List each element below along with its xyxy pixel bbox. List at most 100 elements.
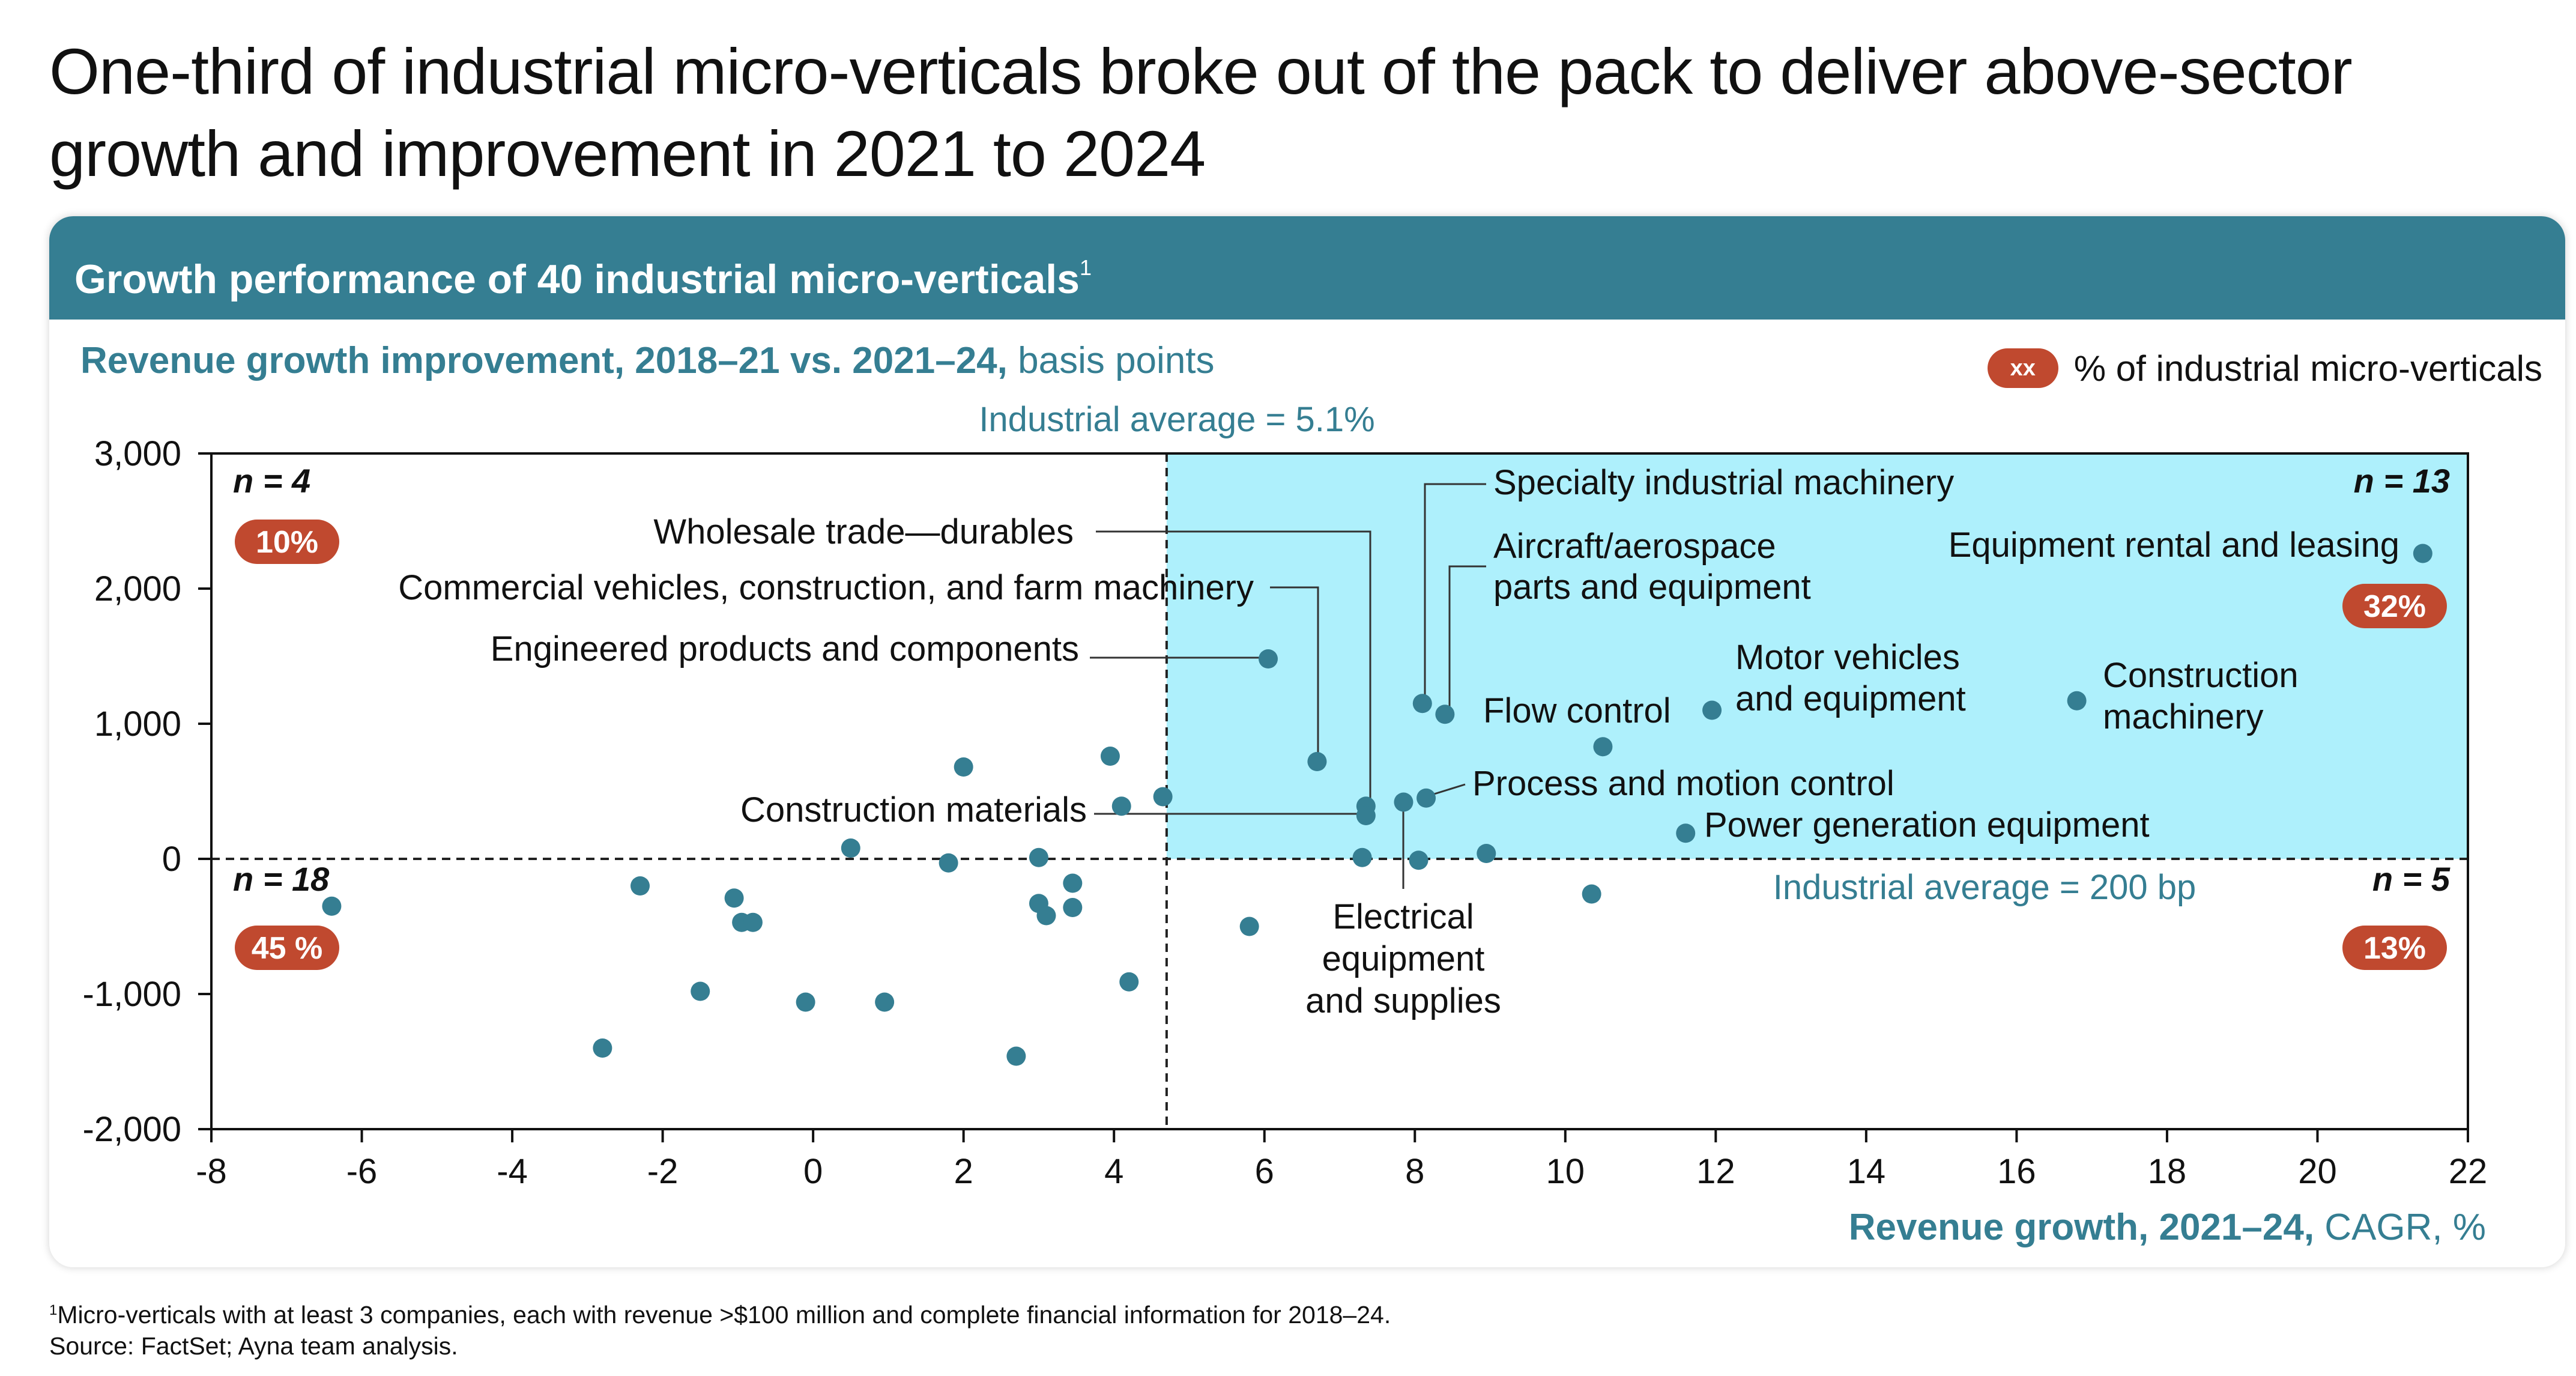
label-aircraft-line1: Aircraft/aerospace bbox=[1493, 527, 1776, 566]
quadrant-share-bottom-right: 13% bbox=[2363, 931, 2426, 966]
quadrant-share-badge-top-right bbox=[2342, 584, 2447, 628]
data-point bbox=[593, 1038, 612, 1058]
x-tick-label: 12 bbox=[1696, 1152, 1735, 1191]
x-tick-label: 16 bbox=[1997, 1152, 2036, 1191]
y-tick-label: 3,000 bbox=[94, 434, 181, 473]
label-commercial-vehicles: Commercial vehicles, construction, and f… bbox=[398, 568, 1254, 607]
data-point bbox=[322, 896, 342, 916]
data-point bbox=[875, 992, 895, 1012]
y-axis-title-unit: basis points bbox=[1007, 340, 1215, 381]
data-point bbox=[1352, 847, 1372, 867]
data-point bbox=[1006, 1046, 1026, 1066]
quadrant-n-top-left: n = 4 bbox=[233, 462, 310, 500]
data-point bbox=[796, 992, 815, 1012]
data-point bbox=[1593, 737, 1613, 757]
data-point bbox=[724, 888, 744, 908]
above-average-quadrant bbox=[1166, 453, 2468, 859]
data-point bbox=[1582, 884, 1601, 904]
x-tick-label: -8 bbox=[196, 1152, 227, 1191]
quadrant-share-badge-bottom-right bbox=[2342, 926, 2447, 970]
leader-line bbox=[1096, 530, 1371, 805]
quadrant-annotations: n = 4 10% n = 13 32% n = 18 45 % n = 5 13% bbox=[233, 462, 2451, 970]
data-point bbox=[1036, 906, 1056, 926]
legend: xx % of industrial micro-verticals bbox=[1987, 347, 2542, 389]
label-motor-vehicles-line1: Motor vehicles bbox=[1735, 638, 1960, 677]
quadrant-share-top-left: 10% bbox=[256, 525, 318, 560]
data-point bbox=[691, 981, 710, 1001]
data-point bbox=[939, 853, 958, 873]
quadrant-share-badge-bottom-left bbox=[235, 926, 339, 970]
leader-lines bbox=[1090, 483, 1486, 889]
data-point bbox=[1258, 649, 1278, 668]
label-wholesale: Wholesale trade—durables bbox=[653, 512, 1074, 551]
quadrant-n-bottom-left: n = 18 bbox=[233, 860, 330, 898]
card-title-text: Growth performance of 40 industrial micr… bbox=[74, 256, 1080, 302]
x-axis-title-unit: CAGR, % bbox=[2314, 1207, 2486, 1248]
x-tick-label: -2 bbox=[647, 1152, 679, 1191]
data-point bbox=[743, 912, 763, 932]
data-point bbox=[1153, 787, 1173, 807]
data-point bbox=[1702, 700, 1722, 720]
footnote-line1: 1Micro-verticals with at least 3 compani… bbox=[49, 1295, 1391, 1330]
data-point bbox=[1435, 705, 1455, 724]
label-engineered-products: Engineered products and components bbox=[491, 629, 1079, 668]
x-tick-label: 6 bbox=[1255, 1152, 1274, 1191]
data-point bbox=[1063, 898, 1083, 917]
x-tick-label: 18 bbox=[2148, 1152, 2187, 1191]
data-point bbox=[1477, 844, 1496, 863]
leader-line bbox=[1430, 783, 1466, 796]
x-tick-label: 2 bbox=[954, 1152, 973, 1191]
y-tick-label: -1,000 bbox=[83, 975, 181, 1014]
y-axis-title: Revenue growth improvement, 2018–21 vs. … bbox=[80, 339, 1215, 382]
label-construction-machinery-line2: machinery bbox=[2103, 697, 2264, 736]
card-title-footnote-mark: 1 bbox=[1080, 255, 1092, 280]
data-point bbox=[2067, 691, 2087, 711]
label-specialty-industrial-machinery: Specialty industrial machinery bbox=[1493, 463, 1954, 502]
data-point bbox=[1307, 752, 1327, 771]
x-axis-title: Revenue growth, 2021–24, CAGR, % bbox=[1849, 1206, 2486, 1249]
data-point bbox=[1100, 747, 1120, 766]
label-equipment-rental: Equipment rental and leasing bbox=[1949, 526, 2399, 565]
label-aircraft-line2: parts and equipment bbox=[1493, 568, 1811, 607]
footnote-source: Source: FactSet; Ayna team analysis. bbox=[49, 1332, 458, 1360]
card-title: Growth performance of 40 industrial micr… bbox=[49, 216, 2565, 320]
quadrant-n-top-right: n = 13 bbox=[2354, 462, 2450, 500]
label-electrical-line2: equipment bbox=[1322, 939, 1485, 978]
label-motor-vehicles-line2: and equipment bbox=[1735, 679, 1966, 718]
data-point bbox=[630, 876, 650, 896]
label-flow-control: Flow control bbox=[1483, 691, 1671, 730]
data-point bbox=[1676, 823, 1696, 843]
label-construction-machinery-line1: Construction bbox=[2103, 656, 2299, 695]
data-point bbox=[841, 838, 860, 858]
leader-line bbox=[1424, 483, 1486, 701]
leader-line bbox=[1448, 565, 1486, 712]
quadrant-n-bottom-right: n = 5 bbox=[2372, 860, 2451, 898]
footnote-mark: 1 bbox=[49, 1302, 58, 1318]
data-point bbox=[1394, 792, 1413, 812]
x-tick-label: 20 bbox=[2298, 1152, 2337, 1191]
x-tick-label: -6 bbox=[346, 1152, 378, 1191]
leader-line bbox=[1270, 586, 1319, 759]
quadrant-share-top-right: 32% bbox=[2363, 589, 2426, 624]
y-reference-label: Industrial average = 200 bp bbox=[1773, 868, 2197, 907]
data-point bbox=[1239, 917, 1259, 936]
point-labels: Wholesale trade—durables Commercial vehi… bbox=[398, 463, 2399, 1020]
data-point bbox=[1111, 796, 1131, 816]
points bbox=[322, 544, 2432, 1066]
data-point bbox=[1029, 847, 1048, 867]
x-tick-label: -4 bbox=[497, 1152, 528, 1191]
label-power-generation: Power generation equipment bbox=[1704, 805, 2150, 844]
footnote-line1-text: Micro-verticals with at least 3 companie… bbox=[57, 1301, 1391, 1329]
y-tick-label: 0 bbox=[162, 840, 181, 879]
x-axis-title-bold: Revenue growth, 2021–24, bbox=[1848, 1207, 2315, 1248]
plot-frame bbox=[210, 452, 2469, 1130]
y-tick-label: -2,000 bbox=[83, 1110, 181, 1149]
reference-labels: Industrial average = 5.1% Industrial ave… bbox=[979, 400, 2196, 907]
label-construction-materials: Construction materials bbox=[740, 790, 1087, 829]
data-point bbox=[1063, 873, 1083, 893]
data-point bbox=[1356, 806, 1376, 825]
data-point bbox=[2413, 544, 2432, 563]
x-tick-label: 22 bbox=[2449, 1152, 2488, 1191]
label-electrical-line1: Electrical bbox=[1332, 897, 1474, 936]
